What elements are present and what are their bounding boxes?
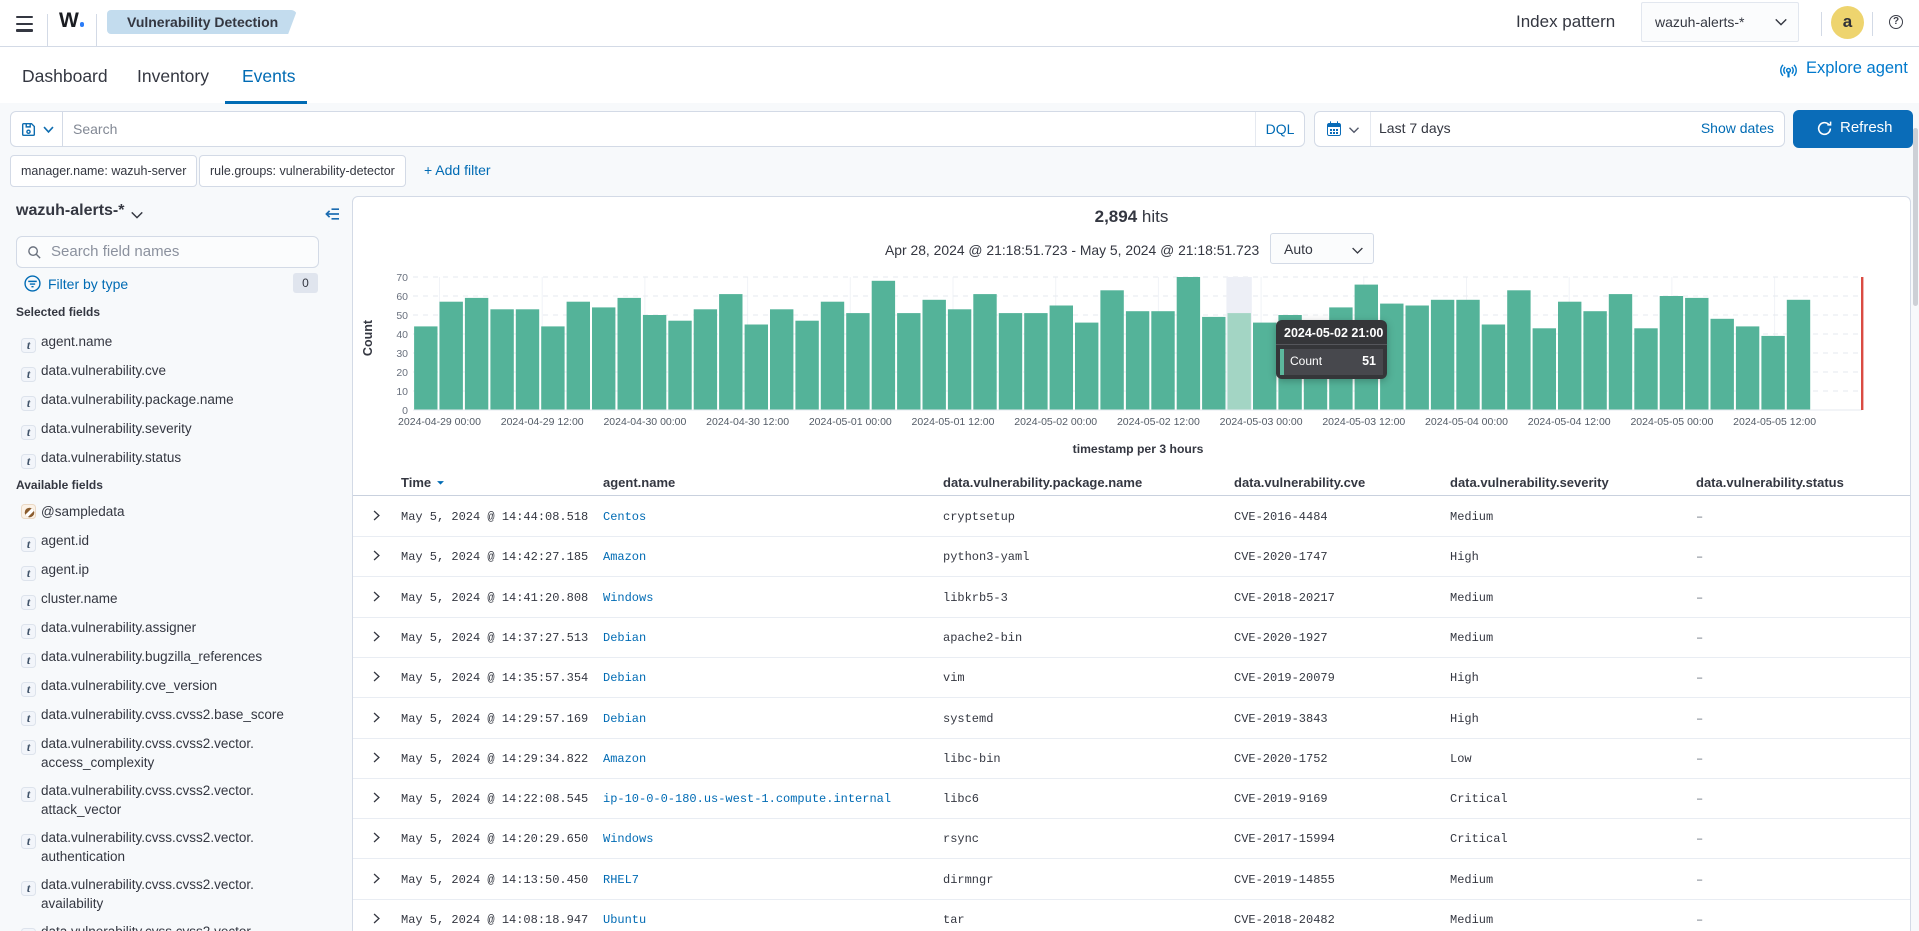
svg-text:2024-05-01 00:00: 2024-05-01 00:00 bbox=[809, 416, 892, 428]
svg-text:2024-04-29 00:00: 2024-04-29 00:00 bbox=[398, 416, 481, 428]
svg-text:50: 50 bbox=[396, 310, 408, 322]
svg-text:40: 40 bbox=[396, 329, 408, 341]
svg-text:30: 30 bbox=[396, 348, 408, 360]
svg-text:2024-05-04 00:00: 2024-05-04 00:00 bbox=[1425, 416, 1508, 428]
svg-text:2024-04-30 00:00: 2024-04-30 00:00 bbox=[603, 416, 686, 428]
svg-text:2024-05-02 00:00: 2024-05-02 00:00 bbox=[1014, 416, 1097, 428]
svg-text:10: 10 bbox=[396, 386, 408, 398]
svg-text:2024-05-02 12:00: 2024-05-02 12:00 bbox=[1117, 416, 1200, 428]
svg-text:60: 60 bbox=[396, 291, 408, 303]
svg-text:2024-05-03 12:00: 2024-05-03 12:00 bbox=[1322, 416, 1405, 428]
svg-text:20: 20 bbox=[396, 367, 408, 379]
svg-text:2024-05-05 00:00: 2024-05-05 00:00 bbox=[1630, 416, 1713, 428]
svg-text:2024-05-03 00:00: 2024-05-03 00:00 bbox=[1220, 416, 1303, 428]
svg-text:0: 0 bbox=[402, 405, 408, 417]
svg-text:2024-05-01 12:00: 2024-05-01 12:00 bbox=[912, 416, 995, 428]
svg-text:70: 70 bbox=[396, 272, 408, 284]
svg-text:2024-05-04 12:00: 2024-05-04 12:00 bbox=[1528, 416, 1611, 428]
svg-text:2024-04-30 12:00: 2024-04-30 12:00 bbox=[706, 416, 789, 428]
svg-text:2024-05-05 12:00: 2024-05-05 12:00 bbox=[1733, 416, 1816, 428]
svg-text:2024-04-29 12:00: 2024-04-29 12:00 bbox=[501, 416, 584, 428]
